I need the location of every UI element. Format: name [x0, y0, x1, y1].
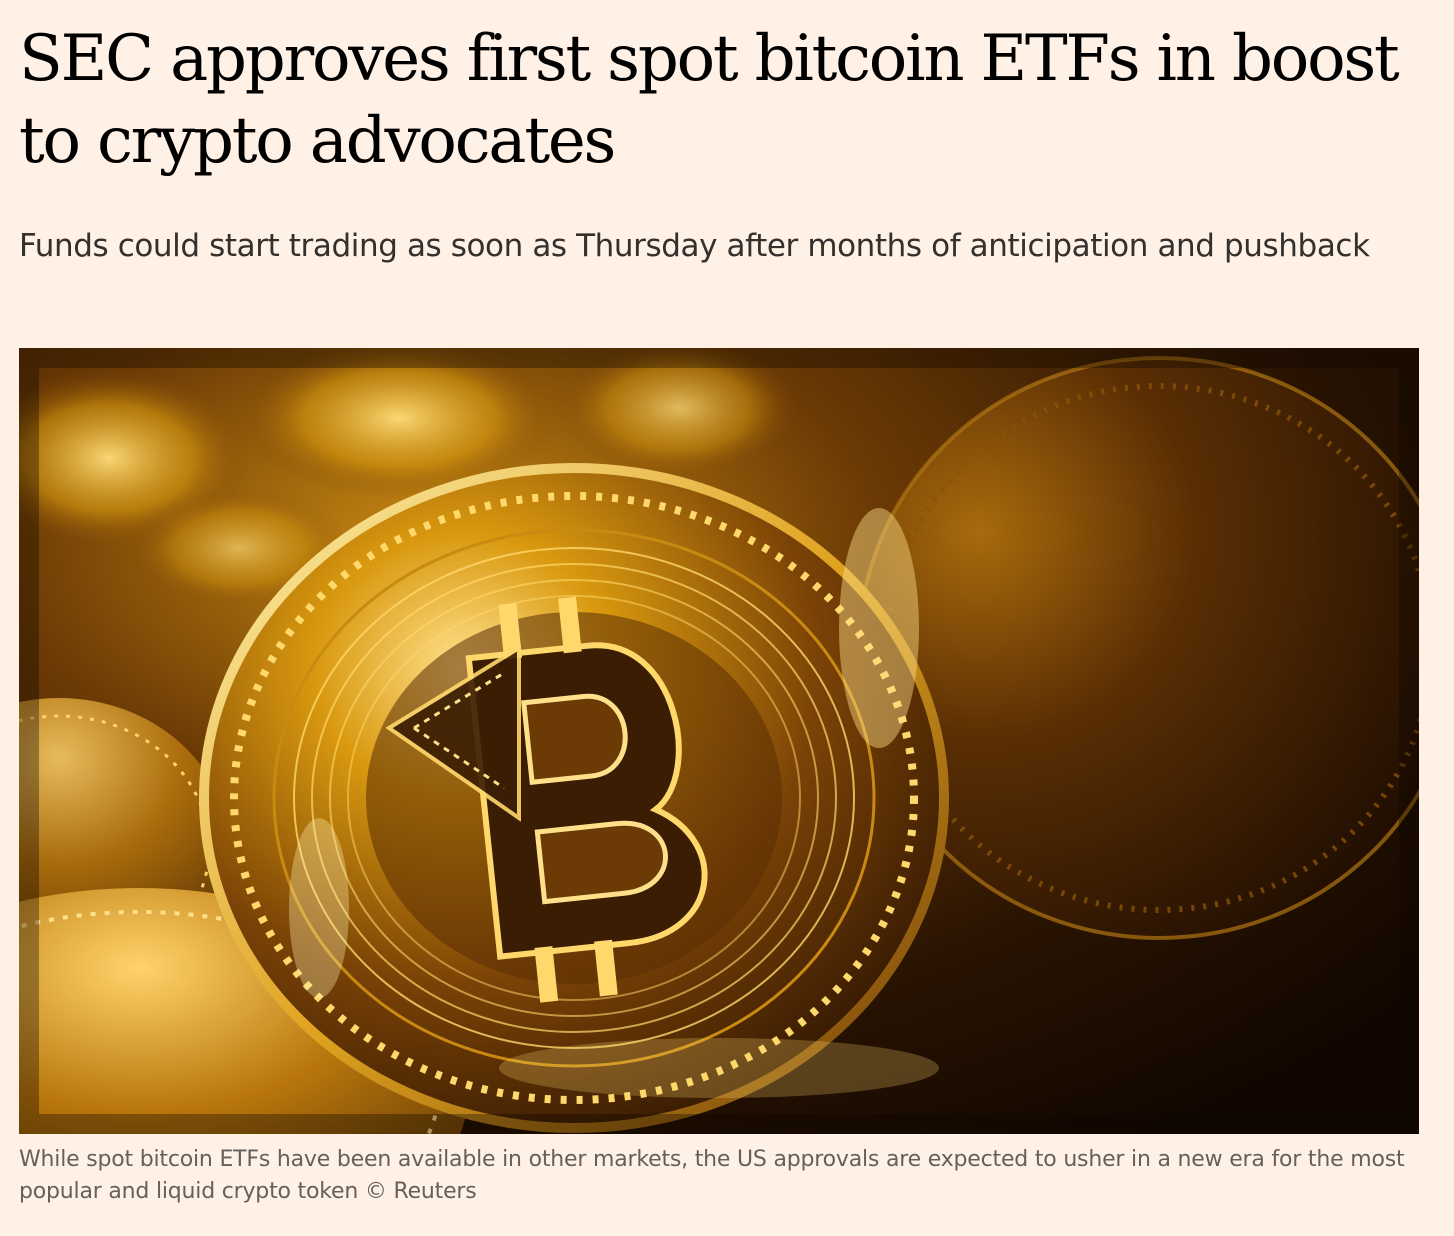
- image-caption-text: While spot bitcoin ETFs have been availa…: [19, 1147, 1405, 1204]
- article-headline: SEC approves first spot bitcoin ETFs in …: [19, 22, 1400, 178]
- article-standfirst: Funds could start trading as soon as Thu…: [19, 228, 1370, 264]
- image-caption: While spot bitcoin ETFs have been availa…: [19, 1144, 1419, 1208]
- image-credit: © Reuters: [364, 1179, 477, 1204]
- article-main-image[interactable]: [19, 348, 1419, 1134]
- article: SEC approves first spot bitcoin ETFs in …: [19, 0, 1419, 1204]
- bitcoin-coins-photo: [19, 348, 1419, 1134]
- bitcoin-icon: [199, 463, 949, 1133]
